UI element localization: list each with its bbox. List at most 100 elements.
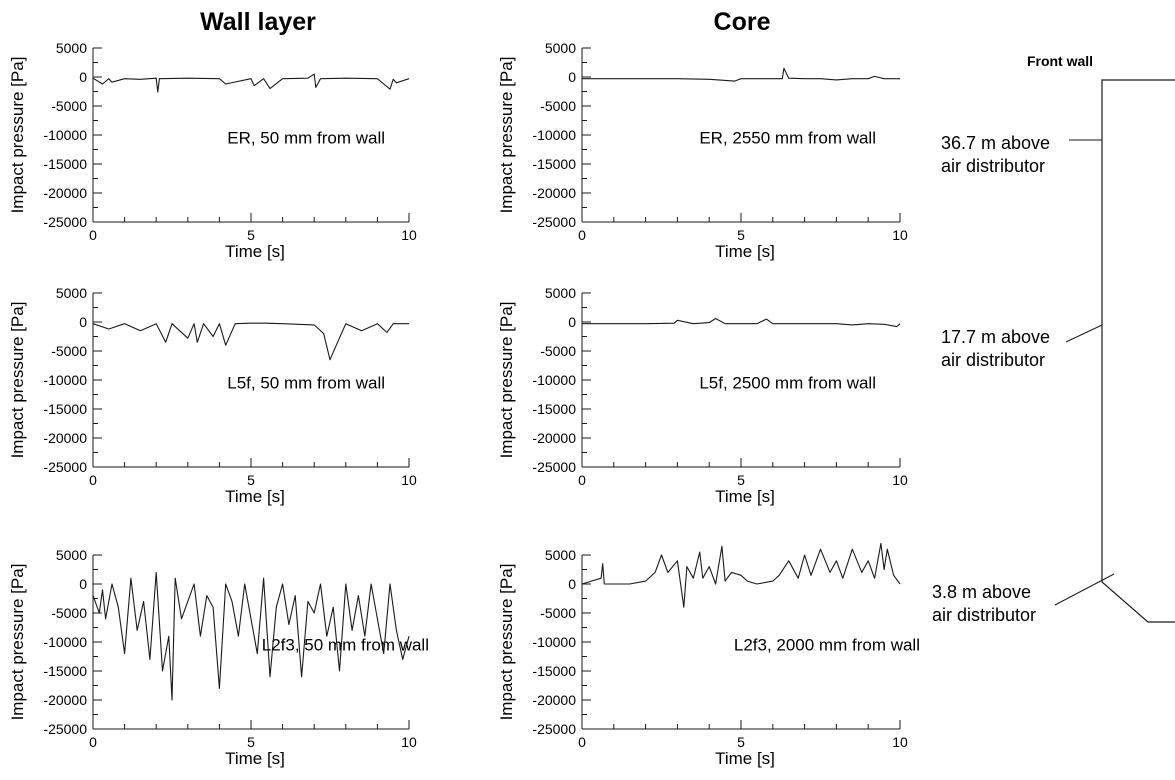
y-tick-label: -20000 — [43, 430, 87, 446]
y-tick-label: 0 — [79, 576, 87, 592]
furnace-outline — [1101, 79, 1175, 623]
x-axis-label: Time [s] — [715, 487, 775, 506]
y-tick-label: 5000 — [545, 40, 576, 56]
x-tick-label: 5 — [247, 734, 255, 750]
y-tick-label: -10000 — [43, 372, 87, 388]
y-tick-label: -15000 — [532, 401, 576, 417]
y-tick-label: -25000 — [532, 459, 576, 475]
y-tick-label: 0 — [568, 576, 576, 592]
y-tick-label: -15000 — [43, 663, 87, 679]
y-axis-label: Impact pressure [Pa] — [497, 302, 516, 459]
series-line-0 — [582, 67, 900, 82]
y-tick-label: -20000 — [532, 692, 576, 708]
y-axis-label: Impact pressure [Pa] — [497, 564, 516, 721]
location-label-top-line1: 36.7 m above — [941, 133, 1050, 153]
panel-annotation: ER, 50 mm from wall — [227, 129, 385, 148]
x-axis-label: Time [s] — [715, 242, 775, 261]
x-tick-label: 10 — [401, 472, 417, 488]
panel-annotation: L2f3, 2000 mm from wall — [734, 636, 920, 655]
y-tick-label: -25000 — [532, 214, 576, 230]
x-tick-label: 5 — [247, 472, 255, 488]
y-axis-label: Impact pressure [Pa] — [8, 564, 27, 721]
x-tick-label: 5 — [737, 734, 745, 750]
panel-annotation: L5f, 50 mm from wall — [227, 374, 385, 393]
furnace-schematic: Front wall 36.7 m above air distributor … — [932, 53, 1175, 625]
x-tick-label: 10 — [892, 227, 908, 243]
wall-layer-title: Wall layer — [200, 8, 316, 36]
y-tick-label: 0 — [568, 69, 576, 85]
x-tick-label: 0 — [89, 472, 97, 488]
y-tick-label: -25000 — [43, 214, 87, 230]
x-tick-label: 10 — [892, 734, 908, 750]
panel-annotation: L2f3, 50 mm from wall — [262, 636, 429, 655]
y-tick-label: -20000 — [532, 430, 576, 446]
series-line-0 — [92, 322, 409, 361]
x-tick-label: 0 — [578, 472, 586, 488]
y-tick-label: -5000 — [51, 343, 87, 359]
x-tick-label: 10 — [401, 227, 417, 243]
x-tick-label: 0 — [578, 227, 586, 243]
x-tick-label: 5 — [737, 227, 745, 243]
series-line-0 — [582, 317, 901, 328]
y-tick-label: -10000 — [532, 372, 576, 388]
x-axis-label: Time [s] — [715, 749, 775, 768]
y-tick-label: 5000 — [56, 285, 87, 301]
y-tick-label: 5000 — [56, 40, 87, 56]
y-tick-label: -25000 — [532, 721, 576, 737]
location-label-middle-line1: 17.7 m above — [941, 327, 1050, 347]
y-tick-label: -20000 — [43, 692, 87, 708]
y-tick-label: -10000 — [43, 634, 87, 650]
x-tick-label: 0 — [89, 734, 97, 750]
x-axis-label: Time [s] — [225, 487, 285, 506]
y-tick-label: -5000 — [540, 343, 576, 359]
y-tick-label: -5000 — [51, 605, 87, 621]
y-tick-label: -5000 — [51, 98, 87, 114]
y-tick-label: 5000 — [545, 285, 576, 301]
x-axis-label: Time [s] — [225, 242, 285, 261]
y-tick-label: -20000 — [532, 185, 576, 201]
x-tick-label: 10 — [892, 472, 908, 488]
y-tick-label: -15000 — [532, 156, 576, 172]
y-tick-label: -20000 — [43, 185, 87, 201]
y-tick-label: -15000 — [43, 156, 87, 172]
y-tick-label: -5000 — [540, 605, 576, 621]
y-tick-label: 0 — [79, 314, 87, 330]
x-tick-label: 0 — [578, 734, 586, 750]
leader-line-bottom — [1054, 573, 1115, 606]
y-tick-label: -25000 — [43, 459, 87, 475]
x-tick-label: 5 — [737, 472, 745, 488]
panel-annotation: L5f, 2500 mm from wall — [699, 374, 876, 393]
core-title: Core — [714, 8, 771, 36]
y-axis-label: Impact pressure [Pa] — [8, 57, 27, 214]
y-tick-label: 0 — [79, 69, 87, 85]
location-label-top-line2: air distributor — [941, 156, 1045, 176]
y-tick-label: -15000 — [532, 663, 576, 679]
y-tick-label: 5000 — [545, 547, 576, 563]
y-tick-label: 5000 — [56, 547, 87, 563]
y-tick-label: -15000 — [43, 401, 87, 417]
location-label-bottom-line1: 3.8 m above — [932, 582, 1031, 602]
y-tick-label: -5000 — [540, 98, 576, 114]
location-label-bottom-line2: air distributor — [932, 605, 1036, 625]
location-label-middle-line2: air distributor — [941, 350, 1045, 370]
x-tick-label: 0 — [89, 227, 97, 243]
series-line-0 — [581, 542, 901, 608]
y-axis-label: Impact pressure [Pa] — [497, 57, 516, 214]
front-wall-title: Front wall — [1027, 53, 1093, 69]
y-tick-label: -10000 — [532, 127, 576, 143]
panel-annotation: ER, 2550 mm from wall — [699, 129, 876, 148]
series-line-0 — [92, 73, 410, 93]
series-line-0 — [92, 571, 410, 701]
leader-line-middle — [1065, 324, 1103, 343]
y-tick-label: -25000 — [43, 721, 87, 737]
x-tick-label: 5 — [247, 227, 255, 243]
x-tick-label: 10 — [401, 734, 417, 750]
